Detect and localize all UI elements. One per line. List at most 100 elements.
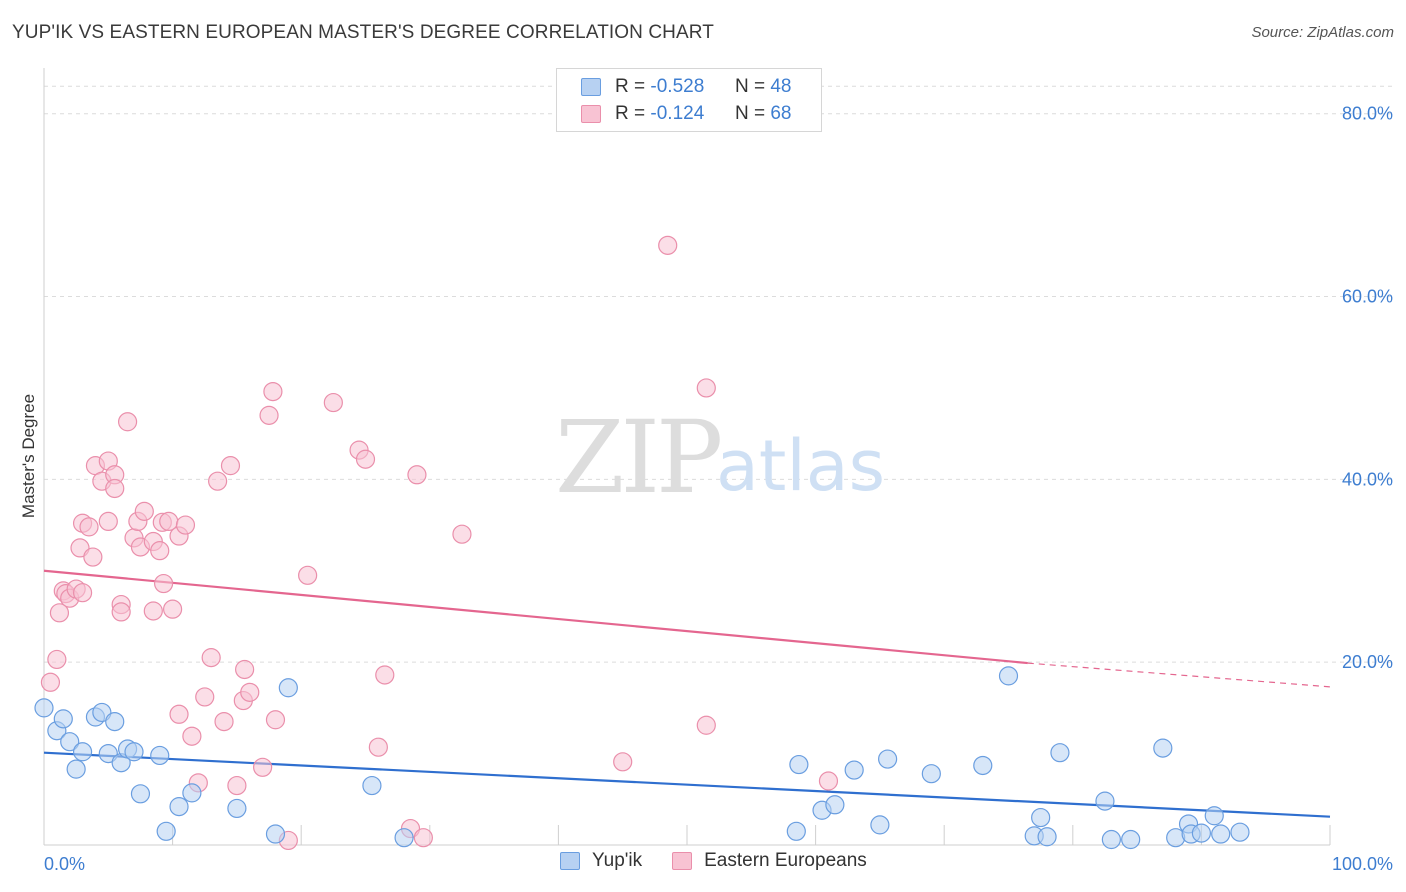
watermark-zip: ZIP: [555, 399, 720, 516]
data-point-yupik: [786, 821, 806, 841]
data-point-eastern-europeans: [355, 449, 376, 469]
data-point-eastern-europeans: [143, 601, 163, 621]
data-point-eastern-europeans: [368, 737, 388, 757]
watermark-atlas: atlas: [716, 425, 885, 507]
data-point-yupik: [105, 711, 125, 732]
data-point-eastern-europeans: [452, 524, 472, 544]
data-point-eastern-europeans: [111, 602, 131, 622]
legend-r-label: R =: [615, 76, 646, 97]
data-point-eastern-europeans: [79, 517, 99, 537]
legend-r-label: R =: [615, 103, 646, 124]
data-point-eastern-europeans: [259, 405, 279, 425]
data-point-yupik: [973, 755, 993, 776]
legend-item-yupik[interactable]: Yup'ik: [560, 850, 642, 872]
data-point-yupik: [66, 759, 86, 779]
data-point-eastern-europeans: [265, 710, 286, 730]
data-point-eastern-europeans: [163, 599, 183, 619]
data-point-yupik: [921, 764, 941, 784]
data-point-yupik: [150, 745, 170, 766]
data-point-eastern-europeans: [227, 775, 247, 796]
data-point-eastern-europeans: [47, 649, 67, 670]
y-axis-title: Master's Degree: [19, 394, 38, 518]
x-tick-label: 100.0%: [1332, 854, 1393, 874]
legend-label-eastern-europeans: Eastern Europeans: [704, 850, 867, 871]
data-point-eastern-europeans: [375, 665, 395, 685]
data-point-eastern-europeans: [818, 771, 839, 791]
legend-row-yupik: R = -0.528 N = 48: [581, 74, 791, 100]
data-point-eastern-europeans: [214, 711, 234, 732]
data-point-yupik: [1153, 738, 1173, 758]
data-point-yupik: [844, 760, 864, 780]
stats-legend: R = -0.528 N = 48 R = -0.124 N = 68: [556, 68, 822, 132]
data-point-eastern-europeans: [613, 752, 633, 772]
source-label: Source: ZipAtlas.com: [1251, 24, 1394, 41]
data-point-yupik: [60, 732, 80, 752]
y-tick-label: 60.0%: [1342, 287, 1393, 307]
data-point-yupik: [870, 815, 890, 835]
data-point-eastern-europeans: [175, 515, 196, 535]
data-point-eastern-europeans: [696, 378, 716, 398]
data-point-eastern-europeans: [40, 672, 61, 692]
data-point-yupik: [265, 824, 286, 844]
data-point-yupik: [1191, 823, 1212, 843]
data-point-eastern-europeans: [98, 511, 118, 532]
data-point-yupik: [998, 666, 1019, 686]
legend-n-value: 48: [770, 76, 792, 97]
data-point-yupik: [227, 798, 247, 819]
legend-label-yupik: Yup'ik: [592, 850, 643, 871]
y-tick-label: 80.0%: [1342, 104, 1393, 124]
data-point-eastern-europeans: [83, 547, 103, 567]
legend-n-label: N =: [734, 76, 766, 97]
data-point-eastern-europeans: [323, 392, 343, 413]
data-point-yupik: [1230, 822, 1250, 842]
data-point-eastern-europeans: [263, 381, 283, 402]
data-point-yupik: [53, 709, 73, 729]
data-point-eastern-europeans: [220, 456, 241, 476]
data-point-eastern-europeans: [153, 573, 174, 594]
data-point-yupik: [1204, 806, 1224, 826]
data-point-yupik: [362, 775, 382, 796]
data-point-eastern-europeans: [182, 726, 202, 746]
data-point-eastern-europeans: [195, 687, 215, 707]
data-point-eastern-europeans: [240, 682, 260, 702]
data-point-yupik: [124, 742, 144, 762]
series-yupik: [34, 666, 1250, 850]
data-point-eastern-europeans: [72, 583, 93, 603]
chart-title: YUP'IK VS EASTERN EUROPEAN MASTER'S DEGR…: [12, 22, 714, 43]
y-tick-label: 40.0%: [1342, 469, 1393, 489]
data-point-eastern-europeans: [696, 715, 716, 735]
data-point-eastern-europeans: [117, 412, 138, 432]
legend-n-value: 68: [770, 103, 792, 124]
legend-swatch-blue: [581, 78, 601, 96]
gridlines: [44, 85, 1392, 663]
data-point-yupik: [1095, 791, 1115, 811]
trend-line-eastern-europeans: [43, 569, 1028, 665]
data-point-eastern-europeans: [235, 659, 255, 680]
data-point-yupik: [1101, 829, 1121, 850]
data-point-yupik: [182, 783, 202, 803]
data-point-yupik: [1037, 827, 1057, 847]
data-point-yupik: [1121, 829, 1141, 850]
data-point-yupik: [789, 754, 809, 775]
legend-swatch-pink: [672, 852, 693, 870]
data-point-yupik: [878, 749, 898, 769]
data-point-eastern-europeans: [49, 603, 70, 623]
data-point-eastern-europeans: [298, 565, 318, 585]
legend-item-eastern-europeans[interactable]: Eastern Europeans: [672, 850, 867, 872]
legend-r-value: -0.124: [650, 103, 705, 124]
legend-row-eastern-europeans: R = -0.124 N = 68: [581, 101, 791, 127]
data-point-yupik: [169, 797, 189, 817]
data-point-eastern-europeans: [253, 757, 273, 777]
series-eastern-europeans: [40, 235, 839, 851]
data-point-eastern-europeans: [201, 648, 221, 668]
data-point-eastern-europeans: [413, 828, 433, 848]
data-point-eastern-europeans: [407, 465, 427, 485]
legend-n-label: N =: [734, 103, 766, 124]
data-point-eastern-europeans: [134, 501, 154, 521]
trend-line-eastern-europeans-dashed: [1027, 662, 1331, 688]
y-tick-label: 20.0%: [1342, 652, 1393, 672]
data-point-eastern-europeans: [658, 235, 678, 255]
legend-swatch-pink: [581, 105, 601, 123]
